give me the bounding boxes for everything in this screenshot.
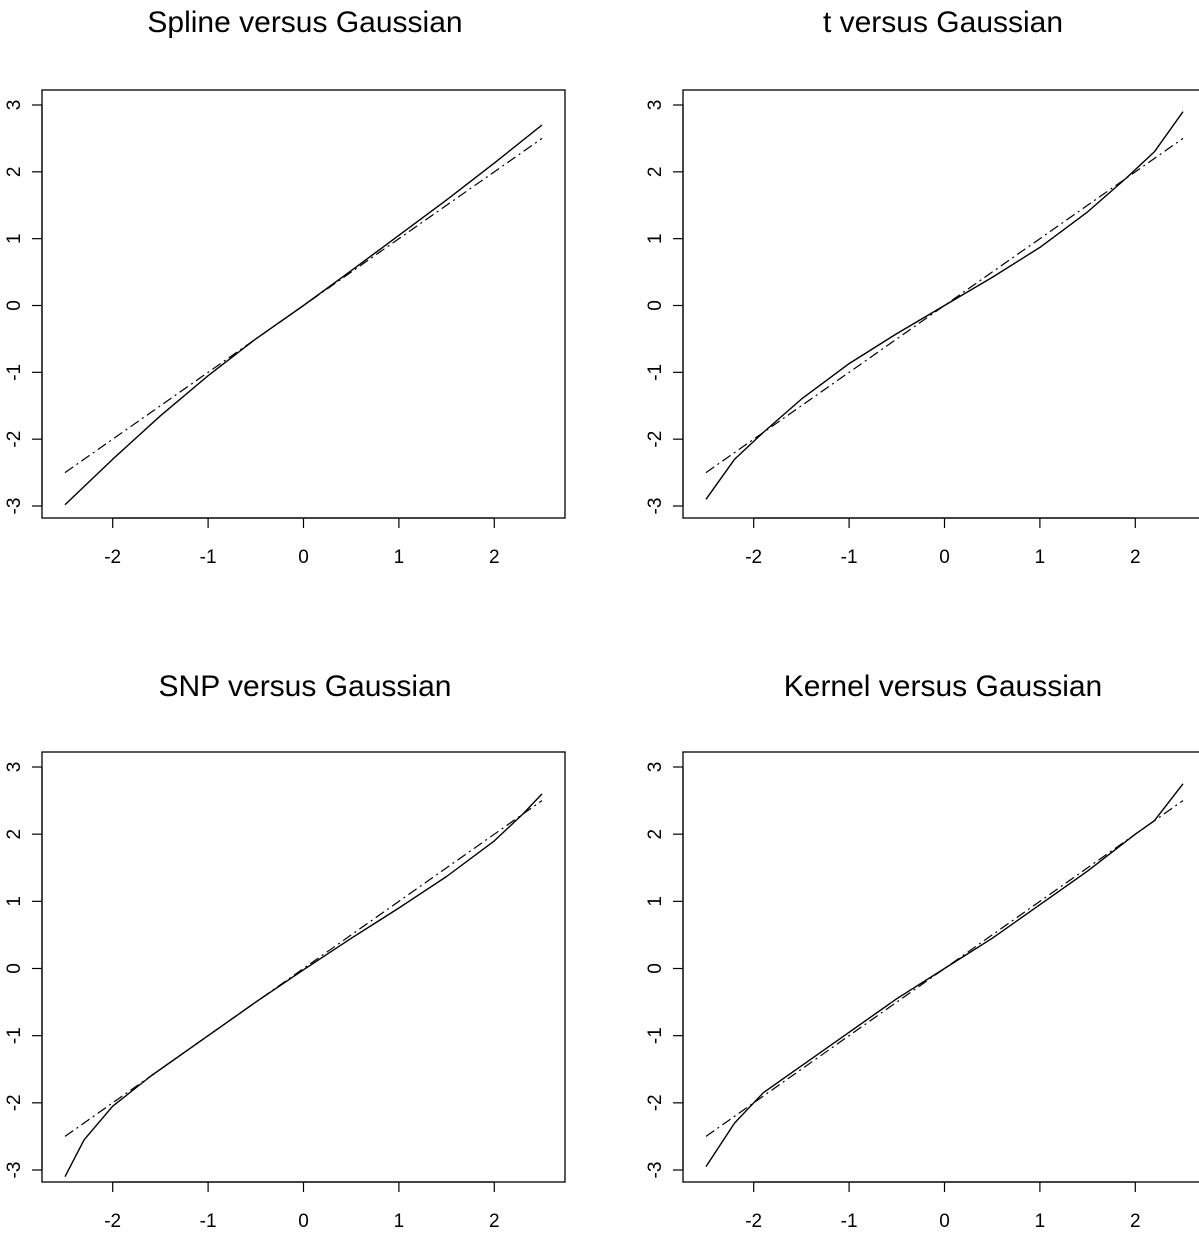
y-tick-label: 0	[4, 963, 25, 974]
y-tick-label: 1	[645, 233, 666, 244]
x-tick-label: 1	[1035, 547, 1046, 568]
x-tick-label: 2	[489, 547, 500, 568]
y-tick-label: 3	[645, 100, 666, 111]
y-tick-label: -1	[645, 1027, 666, 1044]
x-tick-label: 0	[939, 1211, 950, 1232]
chart-title: Kernel versus Gaussian	[784, 670, 1103, 703]
x-tick-label: -1	[200, 1211, 217, 1232]
quantile-curve	[65, 125, 542, 505]
x-tick-label: 0	[298, 547, 309, 568]
y-tick-label: -1	[645, 364, 666, 381]
plot-frame	[683, 752, 1199, 1182]
y-tick-label: 2	[645, 829, 666, 840]
y-tick-label: 2	[4, 829, 25, 840]
x-tick-label: 2	[489, 1211, 500, 1232]
panel-2: t versus Gaussian -2 -1 0 1 2 -3 -2 -1 0 1 2 3	[645, 6, 1199, 568]
y-tick-label: -2	[4, 431, 25, 448]
quantile-curve	[706, 784, 1183, 1167]
x-tick-label: -2	[104, 1211, 121, 1232]
x-tick-label: 1	[1035, 1211, 1046, 1232]
x-tick-label: -1	[200, 547, 217, 568]
y-tick-label: 1	[4, 233, 25, 244]
y-tick-label: 2	[645, 167, 666, 178]
x-tick-label: 0	[939, 547, 950, 568]
x-tick-label: -2	[745, 1211, 762, 1232]
y-tick-label: 0	[645, 300, 666, 311]
y-tick-label: 1	[4, 896, 25, 907]
y-tick-label: 3	[4, 100, 25, 111]
y-tick-label: 3	[645, 762, 666, 773]
panel-3: SNP versus Gaussian -2 -1 0 1 2 -3 -2 -1 0 1 2 3	[4, 670, 565, 1232]
x-tick-label: -2	[745, 547, 762, 568]
chart-title: t versus Gaussian	[823, 6, 1063, 39]
y-tick-label: -3	[645, 498, 666, 515]
y-tick-label: 3	[4, 762, 25, 773]
y-tick-label: 0	[4, 300, 25, 311]
chart-title: Spline versus Gaussian	[147, 6, 462, 39]
y-tick-label: 0	[645, 963, 666, 974]
y-tick-label: -2	[645, 1094, 666, 1111]
y-tick-label: -1	[4, 1027, 25, 1044]
y-tick-label: 1	[645, 896, 666, 907]
y-tick-label: -1	[4, 364, 25, 381]
panel-1: Spline versus Gaussian -2 -1 0 1 2 -3 -2 -1 0 1 2 3	[4, 6, 565, 568]
x-tick-label: -1	[841, 547, 858, 568]
y-tick-label: -2	[4, 1094, 25, 1111]
chart-title: SNP versus Gaussian	[159, 670, 452, 703]
plot-frame	[683, 90, 1199, 518]
y-tick-label: 2	[4, 167, 25, 178]
plot-frame	[42, 752, 565, 1182]
quantile-curve	[706, 112, 1183, 500]
x-tick-label: 1	[394, 1211, 405, 1232]
reference-line	[65, 801, 542, 1137]
x-tick-label: 0	[298, 1211, 309, 1232]
y-tick-label: -3	[4, 1162, 25, 1179]
panel-4: Kernel versus Gaussian -2 -1 0 1 2 -3 -2 -1 0 1 2 3	[645, 670, 1199, 1232]
x-tick-label: -2	[104, 547, 121, 568]
y-tick-label: -3	[4, 498, 25, 515]
y-tick-label: -3	[645, 1162, 666, 1179]
x-tick-label: 1	[394, 547, 405, 568]
x-tick-label: -1	[841, 1211, 858, 1232]
y-tick-label: -2	[645, 431, 666, 448]
plot-frame	[42, 90, 565, 518]
x-tick-label: 2	[1130, 1211, 1141, 1232]
x-tick-label: 2	[1130, 547, 1141, 568]
